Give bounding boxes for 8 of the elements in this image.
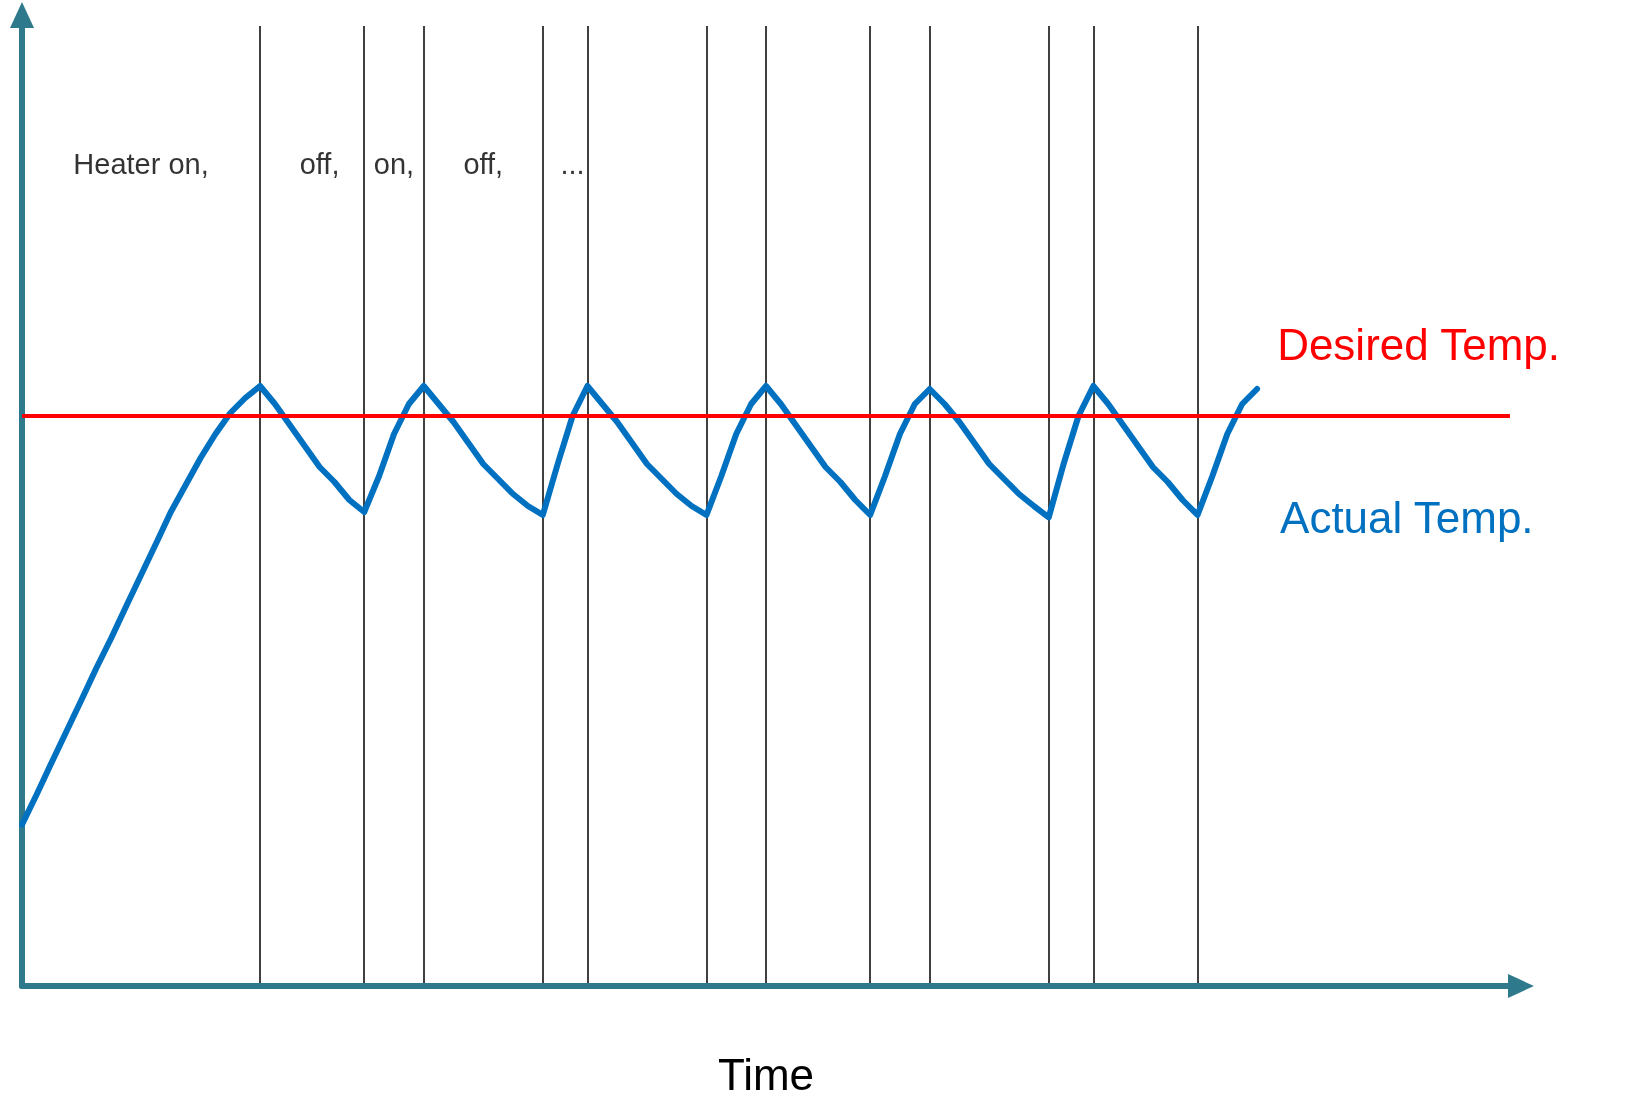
text: Heater on, (73, 148, 209, 180)
text: on, (373, 148, 415, 180)
text: off, (299, 148, 340, 180)
text: off, (463, 148, 504, 180)
x-axis-title: Time (717, 1049, 815, 1099)
ref-line-label: Desired Temp. (1277, 319, 1560, 369)
text: ... (560, 148, 585, 180)
series-label: Actual Temp. (1280, 492, 1534, 542)
